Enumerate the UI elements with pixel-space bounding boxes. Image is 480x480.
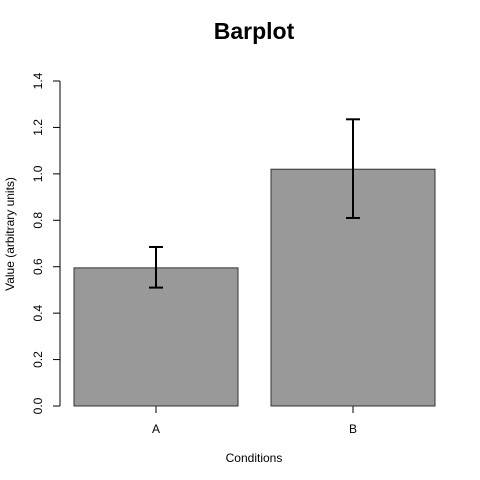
y-tick-label: 1.4 — [31, 72, 45, 89]
y-tick-label: 0.0 — [31, 397, 45, 414]
y-tick-label: 0.6 — [31, 258, 45, 275]
x-axis-label: Conditions — [226, 451, 283, 465]
y-axis: 0.0 0.2 0.4 0.6 0.8 1.0 1.2 1.4 — [31, 72, 61, 414]
bar-a — [73, 267, 239, 407]
y-tick-label: 0.8 — [31, 212, 45, 229]
chart-title: Barplot — [214, 18, 295, 44]
y-axis-label: Value (arbitrary units) — [3, 177, 17, 291]
error-bars-group — [149, 118, 360, 289]
x-tick-label: A — [152, 422, 160, 436]
x-tick-label: B — [349, 422, 357, 436]
y-tick-label: 0.4 — [31, 304, 45, 321]
y-tick-label: 1.0 — [31, 165, 45, 182]
bars-group — [73, 168, 436, 407]
y-tick-label: 1.2 — [31, 119, 45, 136]
y-tick-label: 0.2 — [31, 351, 45, 368]
